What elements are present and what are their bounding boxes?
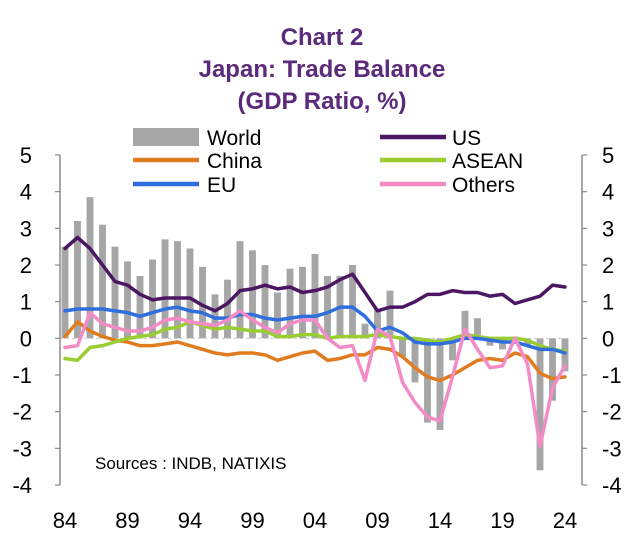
legend-label-us: US <box>452 127 481 150</box>
chart-units: (GDP Ratio, %) <box>237 88 407 115</box>
world-bar-2004 <box>311 254 319 339</box>
legend-label-world: World <box>207 127 261 150</box>
source-note: Sources : INDB, NATIXIS <box>95 454 286 473</box>
y-tick-label-left: -2 <box>12 400 32 425</box>
legend-label-others: Others <box>452 174 515 197</box>
world-bar-1990 <box>136 276 144 339</box>
legend-label-asean: ASEAN <box>452 150 523 173</box>
world-bar-2011 <box>399 338 406 357</box>
y-tick-label-left: 4 <box>20 180 32 205</box>
x-tick-label: 94 <box>178 508 202 533</box>
world-bar-2008 <box>361 323 369 339</box>
world-bar-2019 <box>499 338 506 350</box>
world-bar-1995 <box>199 266 206 339</box>
world-bar-2003 <box>299 266 306 339</box>
y-tick-label-left: 0 <box>20 326 32 351</box>
y-tick-label-right: -2 <box>602 400 622 425</box>
series-line-others <box>63 309 567 449</box>
legend: World US China ASEAN EU Others <box>133 127 523 197</box>
y-tick-label-left: -4 <box>12 473 32 498</box>
world-bar-2005 <box>324 276 331 339</box>
legend-label-eu: EU <box>207 174 236 197</box>
series-line-asean <box>63 320 567 363</box>
world-bar-1988 <box>111 246 119 339</box>
world-bar-2000 <box>261 265 269 339</box>
world-bar-1987 <box>99 224 106 339</box>
world-bar-2023 <box>549 338 556 401</box>
y-tick-label-left: 1 <box>20 290 32 315</box>
x-tick-label: 04 <box>303 508 327 533</box>
axes: 5 5 4 4 3 3 2 2 1 1 0 0 -1 -1 -2 -2 -3 -3 -4 -4 84 89 94 99 04 09… <box>12 143 621 533</box>
world-bar-2014 <box>436 338 444 430</box>
y-tick-label-right: 3 <box>602 216 614 241</box>
series-line-china <box>63 320 567 383</box>
world-bar-2022 <box>536 338 544 471</box>
world-bar-2002 <box>286 268 294 339</box>
y-tick-label-right: 2 <box>602 253 614 278</box>
world-bar-1985 <box>74 221 81 339</box>
world-bar-2012 <box>411 338 419 383</box>
world-bar-1992 <box>161 239 169 339</box>
world-bar-2016 <box>461 310 469 339</box>
series-line-us <box>63 235 567 313</box>
y-tick-label-left: -3 <box>12 436 32 461</box>
y-tick-label-right: 4 <box>602 180 614 205</box>
world-bar-2018 <box>486 338 494 346</box>
x-tick-label: 24 <box>553 508 577 533</box>
world-bar-2010 <box>386 290 394 339</box>
y-tick-label-right: -3 <box>602 436 622 461</box>
y-tick-label-right: -1 <box>602 363 622 388</box>
y-tick-label-right: 5 <box>602 143 614 168</box>
world-bar-2015 <box>449 338 456 361</box>
y-tick-label-left: 3 <box>20 216 32 241</box>
world-bar-1984 <box>61 246 69 339</box>
x-tick-label: 99 <box>240 508 264 533</box>
series-lines <box>63 235 567 449</box>
x-tick-label: 19 <box>490 508 514 533</box>
y-tick-label-right: -4 <box>602 473 622 498</box>
world-bar-1999 <box>249 250 256 339</box>
world-bar-1994 <box>186 248 194 339</box>
y-tick-label-left: 5 <box>20 143 32 168</box>
y-tick-label-left: -1 <box>12 363 32 388</box>
x-tick-label: 89 <box>115 508 139 533</box>
legend-label-china: China <box>207 150 262 173</box>
chart-title: Chart 2 <box>280 24 364 51</box>
world-bar-1997 <box>224 279 231 339</box>
world-bar-2024 <box>561 338 569 372</box>
chart-subtitle: Japan: Trade Balance <box>198 56 446 83</box>
x-tick-label: 14 <box>428 508 452 533</box>
world-bar-2001 <box>274 292 281 339</box>
world-bar-2017 <box>474 318 481 339</box>
x-tick-label: 84 <box>53 508 77 533</box>
world-bar-1993 <box>174 241 181 339</box>
world-bar-2009 <box>374 309 381 339</box>
world-bar-2013 <box>424 338 431 423</box>
world-bar-1986 <box>86 197 94 339</box>
series-line-eu <box>63 305 567 355</box>
legend-swatch-world <box>133 128 199 146</box>
x-tick-label: 09 <box>365 508 389 533</box>
y-tick-label-right: 0 <box>602 326 614 351</box>
y-tick-label-left: 2 <box>20 253 32 278</box>
world-bar-2007 <box>349 265 356 339</box>
world-bar-1989 <box>124 261 131 339</box>
y-tick-label-right: 1 <box>602 290 614 315</box>
